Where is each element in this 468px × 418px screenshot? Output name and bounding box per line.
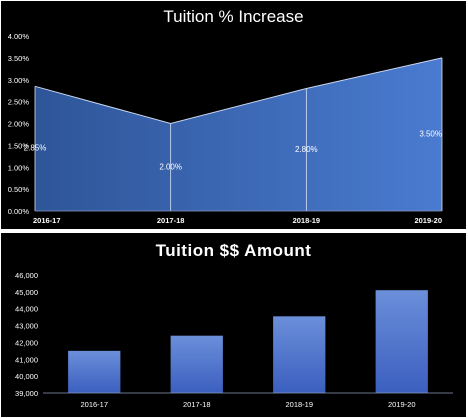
y-tick-label: 3.50% bbox=[8, 54, 30, 63]
data-label: 2.85% bbox=[24, 144, 47, 153]
x-tick-label: 2019-20 bbox=[414, 216, 442, 225]
data-label: 2.80% bbox=[295, 145, 318, 154]
bar bbox=[273, 316, 326, 393]
chart-title: Tuition % Increase bbox=[163, 7, 304, 26]
x-tick-label: 2017-18 bbox=[183, 400, 211, 409]
bar-chart: 39,000 40,000 41,000 42,000 43,000 44,000 45,0… bbox=[15, 271, 453, 409]
y-tick-label: 43,000 bbox=[15, 322, 38, 331]
y-tick-label: 39,000 bbox=[15, 389, 38, 398]
y-tick-label: 44,000 bbox=[15, 305, 38, 314]
y-tick-label: 2.00% bbox=[8, 120, 30, 129]
x-tick-label: 2017-18 bbox=[157, 216, 185, 225]
y-tick-label: 2.50% bbox=[8, 98, 30, 107]
area-chart: 0.00% 0.50% 1.00% 1.50% 2.00% 2.50% 3.00% 3.50%… bbox=[8, 32, 443, 225]
y-tick-label: 46,000 bbox=[15, 271, 38, 280]
area-line bbox=[34, 57, 443, 125]
bar bbox=[68, 350, 121, 393]
chart-panel-dollar-amount: Tuition $$ Amount 39,000 40,000 41,000 42,0… bbox=[1, 233, 466, 417]
x-tick-label: 2019-20 bbox=[388, 400, 416, 409]
y-tick-label: 1.00% bbox=[8, 163, 30, 172]
bar bbox=[375, 290, 428, 393]
y-tick-label: 1.50% bbox=[8, 141, 30, 150]
y-tick-label: 45,000 bbox=[15, 288, 38, 297]
y-tick-label: 41,000 bbox=[15, 355, 38, 364]
y-tick-label: 3.00% bbox=[8, 76, 30, 85]
x-tick-label: 2016-17 bbox=[80, 400, 108, 409]
y-tick-label: 0.50% bbox=[8, 185, 30, 194]
data-label: 2.00% bbox=[159, 162, 182, 171]
y-tick-label: 0.00% bbox=[8, 207, 30, 216]
x-tick-label: 2016-17 bbox=[33, 216, 61, 225]
chart-title: Tuition $$ Amount bbox=[155, 241, 312, 260]
x-tick-label: 2018-19 bbox=[293, 216, 321, 225]
area-fill bbox=[35, 57, 442, 211]
data-label: 3.50% bbox=[419, 129, 442, 138]
x-tick-label: 2018-19 bbox=[285, 400, 313, 409]
y-tick-label: 4.00% bbox=[8, 32, 30, 41]
y-tick-label: 40,000 bbox=[15, 372, 38, 381]
chart-panel-percent-increase: Tuition % Increase 0.00% 0.50% 1.00% 1.50% 2… bbox=[1, 1, 466, 229]
y-tick-label: 42,000 bbox=[15, 338, 38, 347]
bar bbox=[170, 335, 223, 393]
